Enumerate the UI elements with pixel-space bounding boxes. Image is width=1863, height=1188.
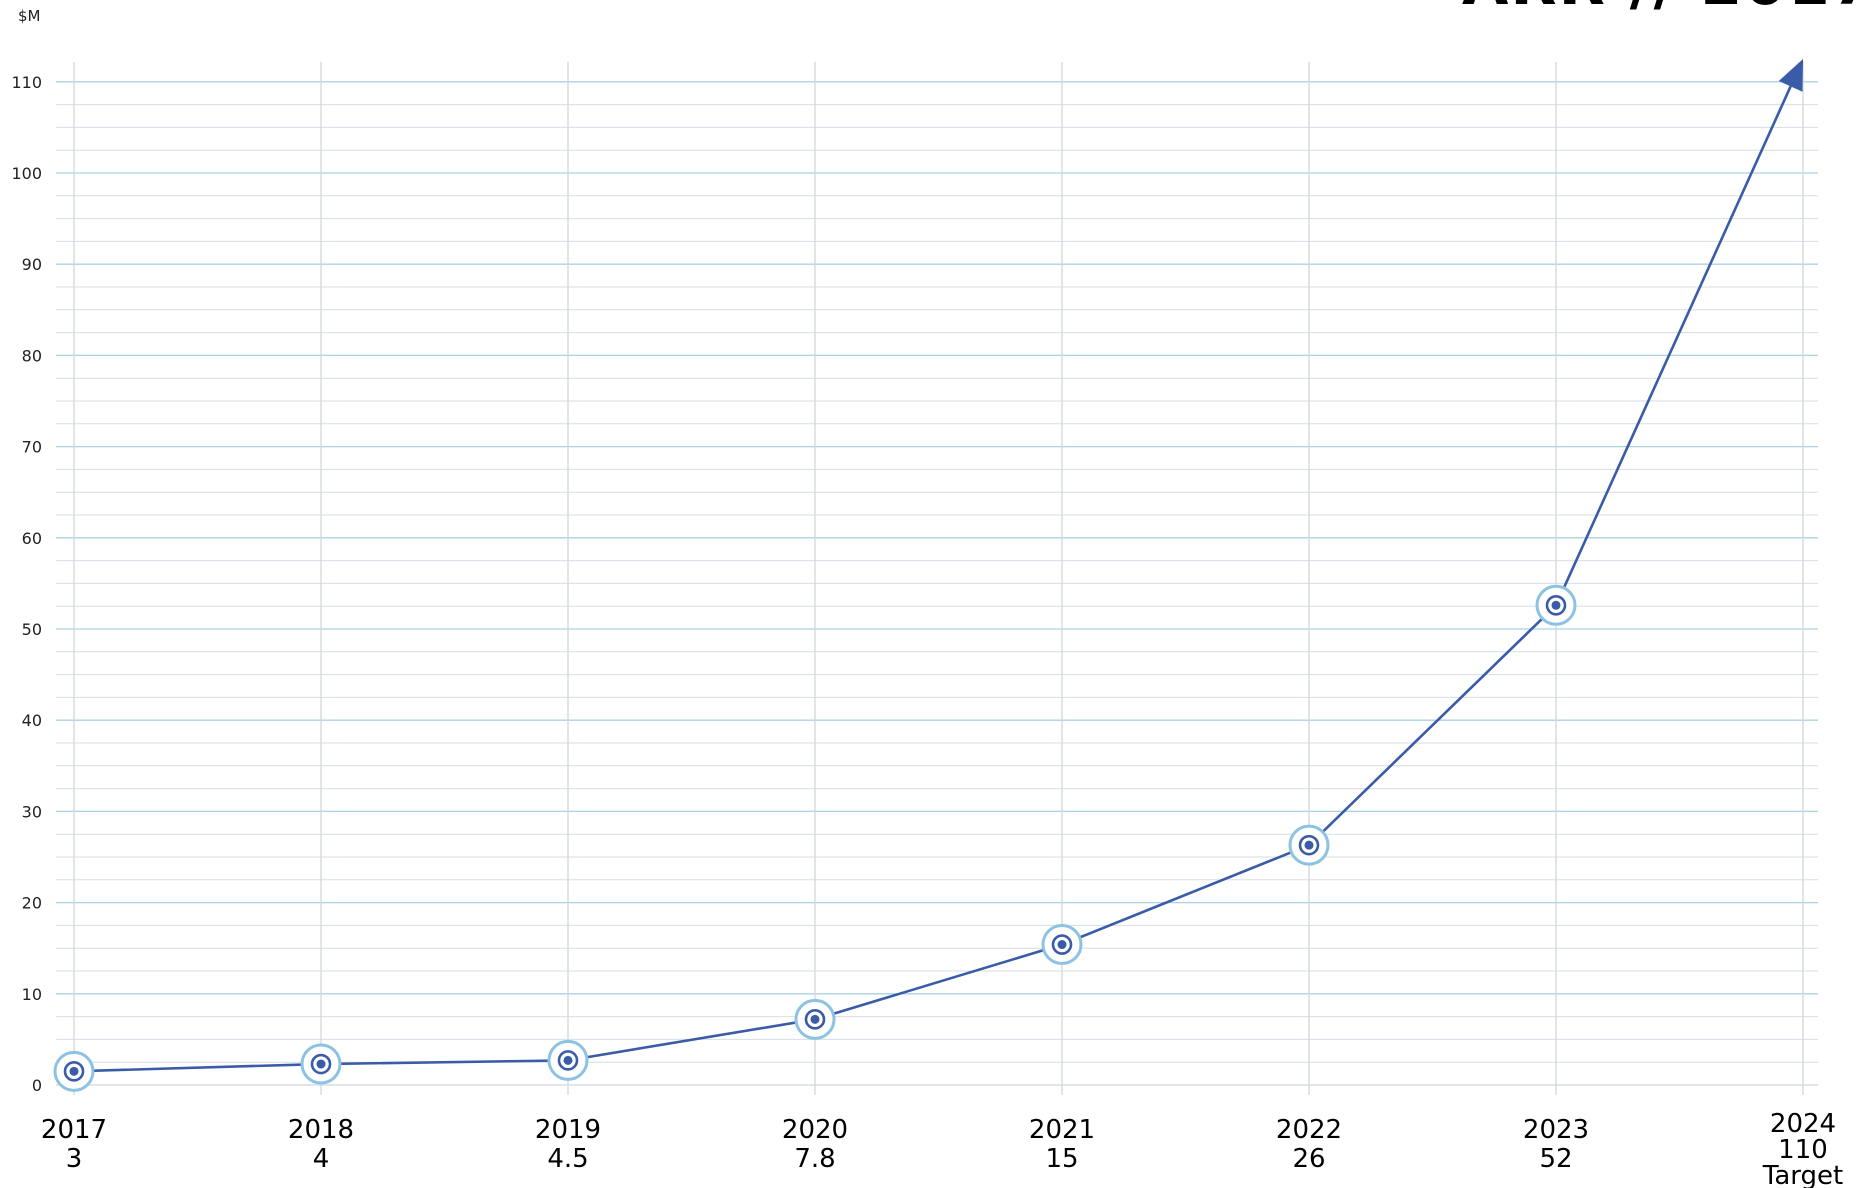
marker-dot — [810, 1014, 820, 1024]
marker-dot — [316, 1059, 326, 1069]
y-tick-label: 70 — [22, 438, 42, 457]
marker-dot — [69, 1066, 79, 1076]
x-tick-label-value: 15 — [1045, 1144, 1078, 1174]
y-tick-label: 20 — [22, 894, 42, 913]
y-tick-label: 80 — [22, 346, 42, 365]
target-segment — [1554, 85, 1792, 606]
y-tick-label: 30 — [22, 802, 42, 821]
x-tick-label-year: 2022 — [1276, 1115, 1342, 1145]
chart-title: ARR // 2017–2024 — [1462, 0, 1863, 19]
target-arrowhead — [1778, 59, 1803, 92]
x-tick-label-value: 4 — [313, 1144, 330, 1174]
x-tick-label-value: 3 — [66, 1144, 83, 1174]
marker-dot — [563, 1055, 573, 1065]
x-tick-label-value: 7.8 — [794, 1144, 835, 1174]
data-point — [53, 1050, 95, 1092]
data-point — [1535, 584, 1577, 626]
x-tick-label-note: Target — [1762, 1161, 1843, 1188]
marker-dot — [1304, 840, 1314, 850]
y-tick-label: 0 — [32, 1076, 42, 1095]
x-tick-label-value: 110 — [1778, 1135, 1828, 1165]
axes: 0 10 20 30 40 50 60 70 80 90 100 110 — [11, 73, 42, 1095]
x-tick-label-value: 26 — [1292, 1144, 1325, 1174]
x-tick-label-year: 2018 — [288, 1115, 354, 1145]
x-tick-label-year: 2020 — [782, 1115, 848, 1145]
data-point — [300, 1043, 342, 1085]
data-point — [1041, 924, 1083, 966]
y-tick-label: 10 — [22, 985, 42, 1004]
grid — [56, 62, 1818, 1095]
marker-dot — [1551, 600, 1561, 610]
x-tick-label-value: 52 — [1539, 1144, 1572, 1174]
x-tick-label-year: 2017 — [41, 1115, 107, 1145]
x-tick-label-year: 2023 — [1523, 1115, 1589, 1145]
y-tick-label: 60 — [22, 529, 42, 548]
y-tick-label: 50 — [22, 620, 42, 639]
y-tick-label: 40 — [22, 711, 42, 730]
y-axis-unit: $M — [18, 7, 41, 25]
y-tick-label: 110 — [11, 73, 42, 92]
x-tick-label-year: 2024 — [1770, 1109, 1836, 1139]
x-tick-label-year: 2021 — [1029, 1115, 1095, 1145]
data-point — [547, 1039, 589, 1081]
y-tick-label: 100 — [11, 164, 42, 183]
data-point — [794, 998, 836, 1040]
y-tick-label: 90 — [22, 255, 42, 274]
x-tick-label-value: 4.5 — [547, 1144, 588, 1174]
series-arr — [53, 59, 1803, 1092]
x-tick-label-year: 2019 — [535, 1115, 601, 1145]
data-point — [1288, 824, 1330, 866]
marker-dot — [1057, 940, 1067, 950]
